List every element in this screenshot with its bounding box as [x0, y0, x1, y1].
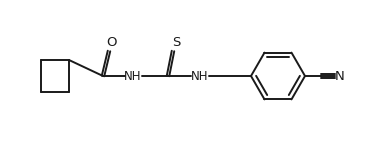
Text: NH: NH [191, 69, 209, 83]
Text: S: S [172, 36, 180, 50]
Text: NH: NH [124, 69, 142, 83]
Text: O: O [107, 36, 117, 50]
Text: N: N [335, 69, 345, 83]
